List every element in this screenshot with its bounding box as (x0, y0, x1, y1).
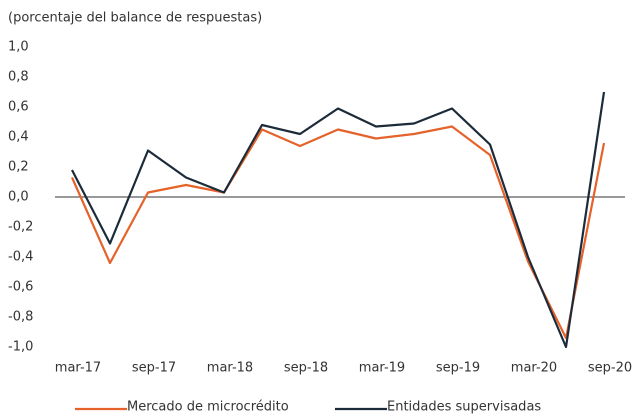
x-tick-label: mar-20 (511, 361, 557, 376)
legend-label: Entidades supervisadas (387, 400, 541, 415)
y-tick-label: -0,6 (8, 280, 33, 295)
series-line (70, 125, 606, 340)
x-tick-label: sep-18 (284, 361, 328, 376)
y-tick-label: -0,4 (8, 250, 33, 265)
x-tick-label: sep-17 (132, 361, 176, 376)
series-line (71, 91, 606, 349)
y-tick-label: 0,6 (8, 100, 29, 115)
y-tick-label: -1,0 (8, 340, 33, 355)
y-tick-label: -0,8 (8, 310, 33, 325)
y-tick-label: 0,0 (8, 190, 29, 205)
x-tick-label: sep-19 (436, 361, 480, 376)
y-tick-label: -0,2 (8, 220, 33, 235)
y-tick-label: 0,2 (8, 160, 29, 175)
y-tick-label: 1,0 (8, 40, 29, 55)
y-tick-label: 0,4 (8, 130, 29, 145)
x-tick-label: mar-19 (359, 361, 405, 376)
chart-subtitle: (porcentaje del balance de respuestas) (8, 11, 262, 26)
x-tick-label: mar-18 (207, 361, 253, 376)
x-tick-label: sep-20 (588, 361, 632, 376)
x-tick-label: mar-17 (55, 361, 101, 376)
y-tick-label: 0,8 (8, 70, 29, 85)
legend-label: Mercado de microcrédito (127, 400, 289, 415)
